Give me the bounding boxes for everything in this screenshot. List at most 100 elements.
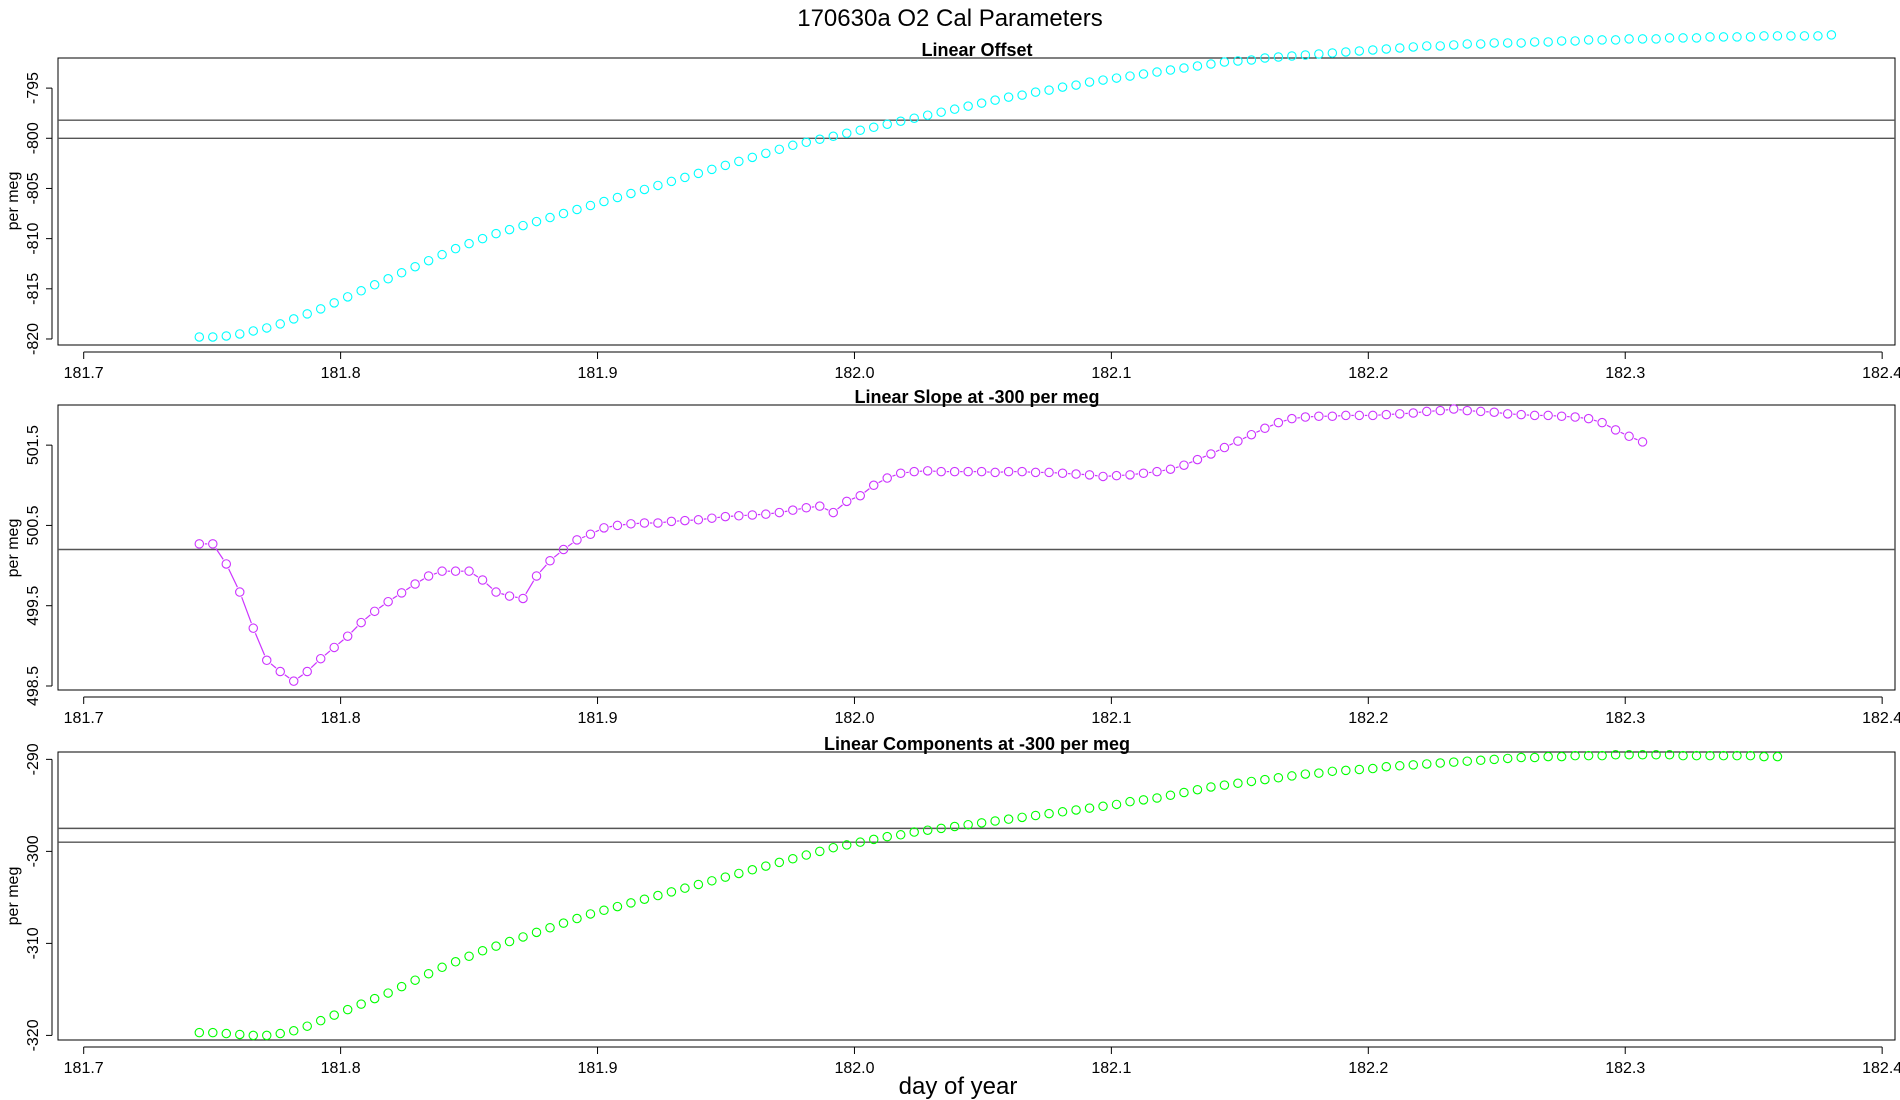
data-point: [1327, 48, 1338, 58]
series-line-segment: [539, 564, 547, 573]
data-point: [504, 591, 515, 601]
data-point: [1610, 35, 1621, 45]
data-point: [815, 501, 825, 511]
data-point: [680, 172, 690, 183]
data-point: [315, 653, 326, 664]
data-point: [261, 323, 272, 333]
x-tick-label: 182.2: [1348, 1060, 1388, 1077]
data-point: [1395, 409, 1405, 419]
data-point: [531, 216, 542, 227]
data-point: [1084, 77, 1095, 87]
data-point: [288, 1026, 299, 1036]
data-point: [531, 927, 542, 938]
data-point: [491, 941, 501, 951]
data-point: [1664, 33, 1675, 43]
data-point: [1030, 810, 1041, 821]
data-point: [235, 329, 245, 339]
data-point: [1435, 405, 1445, 416]
y-tick-label: -795: [25, 72, 42, 104]
data-point: [464, 238, 474, 249]
data-point: [909, 113, 919, 123]
data-point: [949, 821, 960, 832]
panel-linear-components: Linear Components at -300 per meg per me…: [5, 734, 1900, 1077]
data-point: [572, 913, 582, 924]
data-point: [666, 516, 677, 527]
series-line-segment: [310, 662, 318, 669]
data-point: [1111, 470, 1122, 481]
data-point: [1246, 429, 1257, 440]
data-point: [1273, 52, 1284, 62]
data-point: [1017, 812, 1027, 823]
data-point: [302, 1021, 312, 1031]
data-point: [747, 152, 758, 163]
data-point: [1448, 40, 1459, 50]
data-point: [1543, 37, 1553, 47]
series-line-segment: [365, 614, 371, 620]
data-point: [221, 559, 232, 569]
x-tick-label: 182.4: [1862, 710, 1900, 727]
data-point: [248, 1030, 259, 1041]
data-point: [1098, 471, 1108, 482]
data-point: [1597, 750, 1607, 761]
data-point: [518, 932, 528, 942]
data-point: [1381, 44, 1392, 54]
data-point: [235, 1029, 245, 1040]
data-point: [653, 518, 663, 528]
y-axis-label: per meg: [5, 867, 22, 926]
series-line-segment: [241, 596, 252, 624]
data-point: [369, 280, 380, 290]
data-point: [1732, 750, 1742, 761]
series-line-segment: [567, 542, 573, 547]
data-point: [315, 304, 326, 314]
x-tick-label: 182.3: [1605, 1060, 1645, 1077]
data-point: [383, 596, 393, 607]
data-point: [208, 1027, 218, 1038]
x-tick-label: 181.8: [321, 365, 361, 382]
data-point: [302, 309, 312, 319]
data-point: [1502, 38, 1513, 48]
data-point: [990, 95, 1000, 105]
plot-frame: [57, 57, 1896, 346]
x-tick-label: 181.9: [578, 365, 618, 382]
data-point: [383, 274, 393, 284]
data-point: [1786, 31, 1796, 41]
data-point: [1529, 752, 1540, 763]
data-point: [1422, 759, 1432, 769]
data-point: [1152, 793, 1162, 803]
series-line-segment: [1620, 431, 1625, 435]
data-point: [1772, 751, 1783, 762]
data-point: [396, 981, 407, 992]
data-point: [626, 519, 636, 529]
data-point: [1422, 406, 1432, 417]
data-point: [275, 1028, 285, 1039]
data-point: [1475, 755, 1486, 766]
series-line-segment: [1606, 424, 1612, 428]
data-point: [1287, 771, 1297, 781]
data-point: [882, 473, 892, 483]
series-line-segment: [851, 497, 856, 500]
data-point: [1691, 750, 1702, 761]
data-point: [464, 566, 474, 576]
data-point: [855, 837, 865, 847]
x-tick-label: 182.3: [1605, 710, 1645, 727]
data-point: [963, 466, 973, 477]
data-point: [680, 883, 690, 893]
x-tick-label: 182.0: [834, 710, 874, 727]
data-point: [936, 823, 946, 834]
data-point: [342, 292, 353, 302]
x-tick-label: 182.4: [1862, 365, 1900, 382]
data-point: [315, 1015, 326, 1026]
data-point: [1057, 82, 1068, 92]
data-point: [194, 1027, 205, 1038]
series-line-segment: [270, 663, 277, 669]
series-line-segment: [1175, 466, 1179, 469]
data-point: [707, 876, 717, 886]
data-point: [909, 827, 919, 837]
data-point: [1448, 757, 1459, 767]
data-point: [208, 539, 218, 549]
data-point: [1219, 57, 1230, 67]
data-point: [545, 212, 555, 223]
data-point: [1300, 50, 1311, 60]
data-point: [1098, 75, 1108, 85]
